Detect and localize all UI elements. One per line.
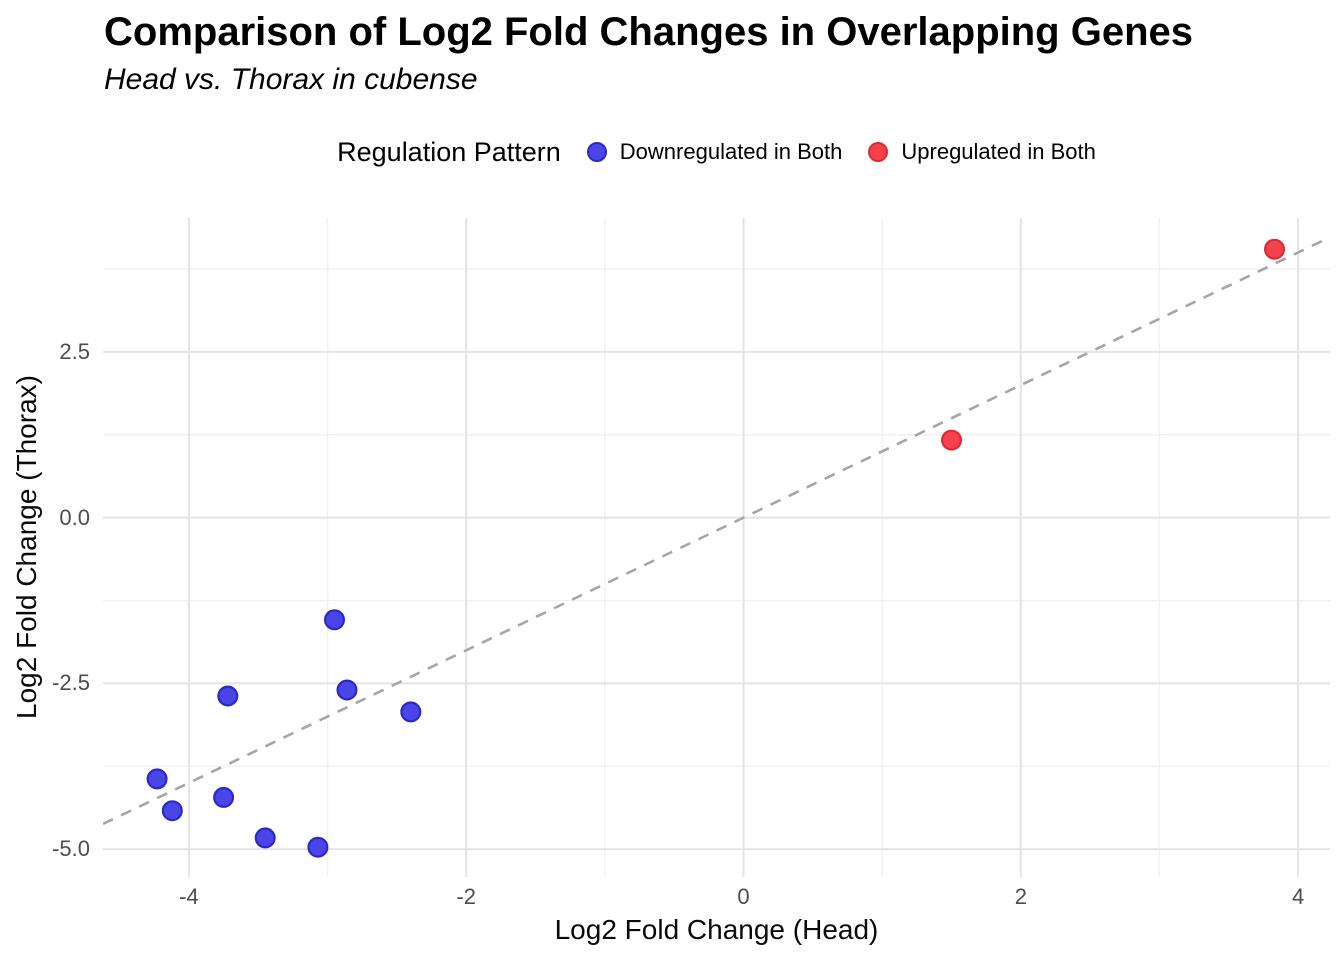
data-point <box>161 800 183 822</box>
y-tick-label: 0.0 <box>59 504 90 530</box>
plot-subtitle: Head vs. Thorax in cubense <box>104 63 478 96</box>
x-tick-label: -4 <box>179 884 199 909</box>
data-point <box>324 609 346 631</box>
x-tick-label: -2 <box>456 884 477 909</box>
red-dot-icon <box>868 142 889 162</box>
legend-item-label: Downregulated in Both <box>619 139 843 164</box>
data-point <box>254 827 276 849</box>
data-point <box>336 679 358 701</box>
x-tick-label: 2 <box>1014 884 1027 909</box>
y-tick-label: 2.5 <box>59 338 90 364</box>
data-point <box>1263 238 1285 260</box>
legend-item-upregulated: Upregulated in Both <box>868 139 1096 165</box>
data-point <box>217 685 239 707</box>
data-point <box>213 786 235 808</box>
plot-panel <box>103 218 1330 877</box>
y-axis-title: Log2 Fold Change (Thorax) <box>11 375 42 719</box>
blue-dot-icon <box>586 142 607 162</box>
data-point <box>146 768 168 790</box>
legend-item-downregulated: Downregulated in Both <box>586 139 843 165</box>
identity-reference-line <box>103 236 1330 826</box>
x-tick-label: 0 <box>737 884 750 909</box>
legend: Regulation Pattern Downregulated in Both… <box>103 130 1330 174</box>
legend-title: Regulation Pattern <box>337 136 561 167</box>
y-tick-label: -2.5 <box>52 670 90 696</box>
scatter-plot-canvas <box>103 218 1330 877</box>
x-axis-title: Log2 Fold Change (Head) <box>554 914 879 945</box>
data-point <box>400 701 422 723</box>
data-point <box>940 429 962 451</box>
plot-title: Comparison of Log2 Fold Changes in Overl… <box>104 10 1194 54</box>
y-tick-label: -5.0 <box>52 836 90 862</box>
legend-item-label: Upregulated in Both <box>901 139 1096 164</box>
x-tick-label: 4 <box>1291 884 1305 909</box>
data-point <box>307 836 329 858</box>
